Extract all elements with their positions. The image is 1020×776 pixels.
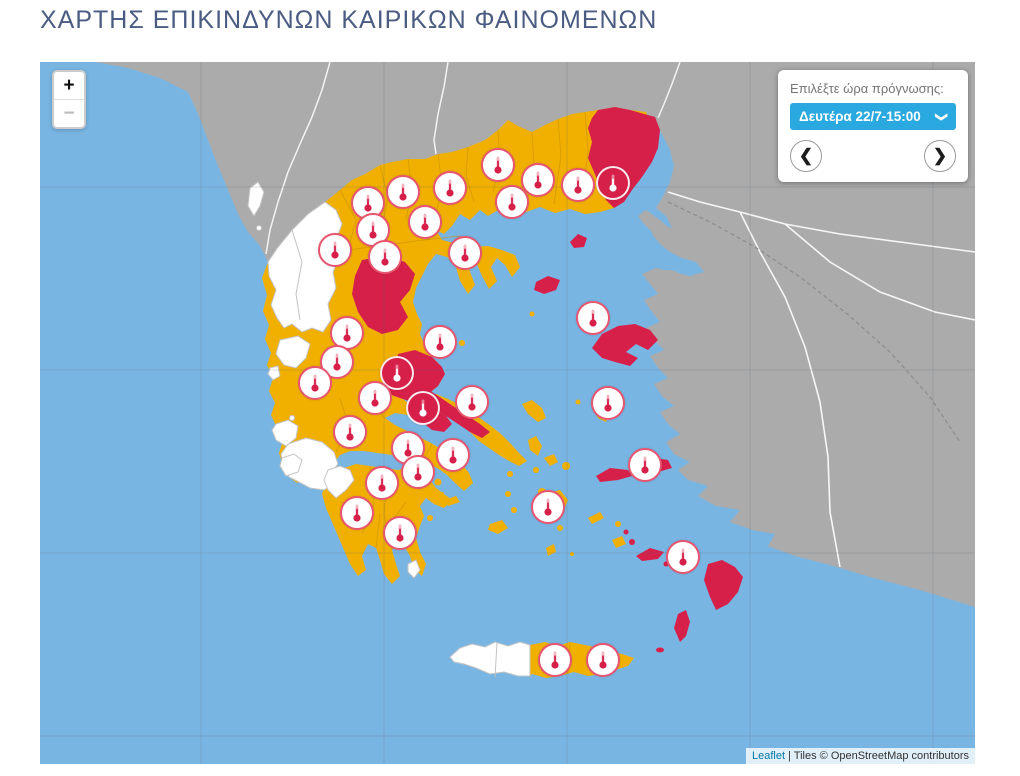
tiles-credit: Tiles © OpenStreetMap contributors [793,750,969,762]
skyros [522,400,546,422]
temperature-warning-marker[interactable] [340,496,374,530]
temperature-warning-marker[interactable] [406,391,440,425]
page-title: ΧΑΡΤΗΣ ΕΠΙΚΙΝΔΥΝΩΝ ΚΑΙΡΙΚΩΝ ΦΑΙΝΟΜΕΝΩΝ [40,6,658,34]
rhodes [704,560,743,610]
kythira [407,559,421,579]
lesvos [592,324,658,366]
temperature-warning-marker[interactable] [521,163,555,197]
temperature-warning-marker[interactable] [481,148,515,182]
attribution-separator: | [785,750,794,762]
temperature-warning-marker[interactable] [333,415,367,449]
epirus [267,201,343,333]
temperature-warning-marker[interactable] [386,175,420,209]
temperature-warning-marker[interactable] [298,366,332,400]
next-time-button[interactable]: ❯ [924,140,956,172]
temperature-warning-marker[interactable] [495,185,529,219]
temperature-warning-marker[interactable] [318,233,352,267]
temperature-warning-marker[interactable] [576,301,610,335]
temperature-warning-marker[interactable] [591,386,625,420]
kefalonia [271,419,299,447]
neighbor-countries [95,62,975,607]
previous-time-button[interactable]: ❮ [790,140,822,172]
temperature-warning-marker[interactable] [383,516,417,550]
temperature-warning-marker[interactable] [408,205,442,239]
temperature-warning-marker[interactable] [401,455,435,489]
zoom-out-button[interactable]: − [63,103,75,124]
lefkada [267,365,281,381]
chevron-left-icon: ❮ [798,146,814,165]
kasos [656,647,664,653]
thessaly [352,256,415,334]
preveza-arta [275,335,311,369]
roads [667,191,975,568]
temperature-warning-marker[interactable] [365,466,399,500]
temperature-warning-marker[interactable] [368,240,402,274]
warning-markers-layer [40,62,975,764]
kos [636,548,664,561]
white-region-inner-borders [291,229,498,678]
corfu [247,181,265,217]
forecast-panel: Επιλέξτε ώρα πρόγνωσης: Δευτέρα 22/7-15:… [778,70,968,182]
map-attribution: Leaflet | Tiles © OpenStreetMap contribu… [745,748,975,764]
temperature-warning-marker[interactable] [596,166,630,200]
ilia [323,465,355,499]
lemnos [534,276,560,294]
temperature-warning-marker[interactable] [666,540,700,574]
temperature-warning-marker[interactable] [380,356,414,390]
turkish-island [657,309,667,315]
chevron-right-icon: ❯ [932,146,948,165]
weather-map[interactable]: + − Επιλέξτε ώρα πρόγνωσης: Δευτέρα 22/7… [40,62,975,764]
samothraki [570,234,587,248]
zoom-in-button[interactable]: + [54,72,84,100]
zakynthos [279,453,303,477]
time-step-arrows: ❮ ❯ [778,140,968,172]
country-borders [265,62,681,255]
temperature-warning-marker[interactable] [561,168,595,202]
zoom-control: + − [52,70,86,129]
leaflet-link[interactable]: Leaflet [751,750,785,762]
temperature-warning-marker[interactable] [586,643,620,677]
temperature-warning-marker[interactable] [455,385,489,419]
karpathos [674,610,690,642]
turkish-island [656,270,680,282]
temperature-warning-marker[interactable] [423,325,457,359]
crete-west [449,641,531,677]
temperature-warning-marker[interactable] [436,438,470,472]
temperature-warning-marker[interactable] [628,448,662,482]
temperature-warning-marker[interactable] [448,236,482,270]
temperature-warning-marker[interactable] [358,381,392,415]
chevron-down-icon: ❯ [934,111,949,122]
temperature-warning-marker[interactable] [538,643,572,677]
forecast-time-label: Επιλέξτε ώρα πρόγνωσης: [790,81,944,96]
ikaria [596,468,632,482]
temperature-warning-marker[interactable] [531,490,565,524]
temperature-warning-marker[interactable] [433,171,467,205]
gallipoli-peninsula [638,210,692,258]
forecast-time-select[interactable]: Δευτέρα 22/7-15:00 ❯ [790,103,956,130]
greece-white-regions [247,181,531,677]
selected-forecast-time: Δευτέρα 22/7-15:00 [799,109,921,124]
